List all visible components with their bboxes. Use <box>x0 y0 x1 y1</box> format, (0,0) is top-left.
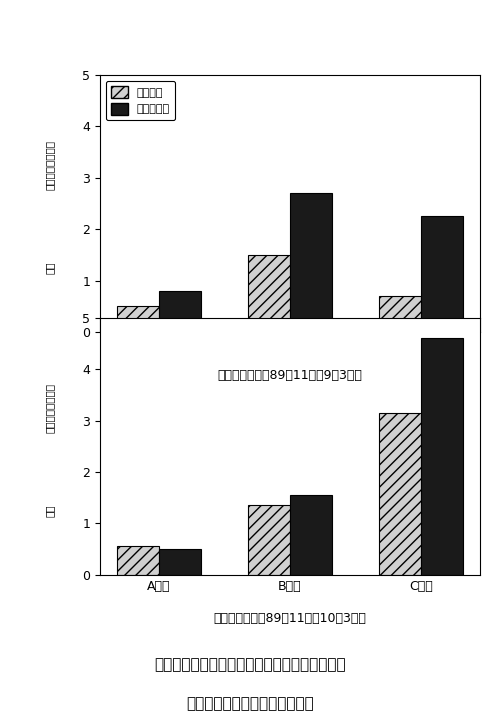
Bar <box>379 413 421 575</box>
Text: 高価格年（平成89年11月～10年3月）: 高価格年（平成89年11月～10年3月） <box>214 612 366 625</box>
Bar <box>159 291 201 332</box>
Text: 農家手取り販売額: 農家手取り販売額 <box>45 140 55 190</box>
Bar <box>290 193 332 332</box>
Legend: 市場出荷, 値決め販売: 市場出荷, 値決め販売 <box>106 81 176 120</box>
Text: 農家手取り販売額: 農家手取り販売額 <box>45 383 55 433</box>
Bar <box>118 306 159 332</box>
Text: 市場出荷と値決め販売での比較: 市場出荷と値決め販売での比較 <box>186 696 314 711</box>
Bar <box>379 296 421 332</box>
Text: 低価格年（平成89年11月～9年3月）: 低価格年（平成89年11月～9年3月） <box>218 369 362 382</box>
Bar <box>290 495 332 575</box>
Bar <box>248 255 290 332</box>
Bar <box>118 546 159 575</box>
Text: 百万: 百万 <box>45 261 55 274</box>
Bar <box>248 506 290 575</box>
Text: 百万: 百万 <box>45 504 55 517</box>
Bar <box>421 216 463 332</box>
Bar <box>421 338 463 575</box>
Text: 図２　寒じめ菜っぱの農家手取り販売額合計の: 図２ 寒じめ菜っぱの農家手取り販売額合計の <box>154 657 346 672</box>
Bar <box>159 549 201 575</box>
